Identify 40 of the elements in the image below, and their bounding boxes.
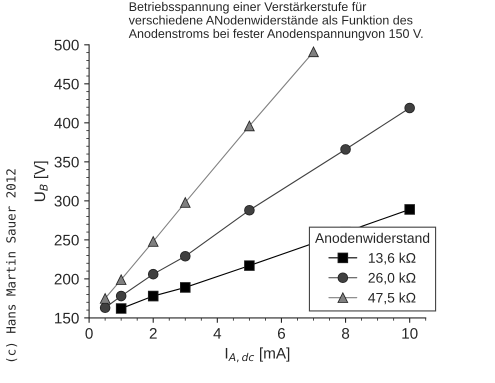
point xyxy=(180,197,191,208)
point xyxy=(180,282,191,293)
legend-label: 13,6 kΩ xyxy=(368,252,416,264)
legend-label: 47,5 kΩ xyxy=(368,292,416,304)
y-tick-label: 300 xyxy=(54,196,79,207)
y-tick-label: 250 xyxy=(54,234,79,246)
point xyxy=(244,204,255,216)
point xyxy=(116,274,126,285)
x-tick-label: 2 xyxy=(150,328,157,339)
chart-title: Betriebsspannung einer Verstärkerstufe für verschiedene ANodenwiderstände als Funktion des Anodenstroms bei fester Anodenspannungvon 150 V. xyxy=(128,2,422,40)
text: (c) Hans Martin Sauer 2012 xyxy=(6,169,18,362)
x-tick-label: 0 xyxy=(85,328,93,339)
point xyxy=(148,268,158,280)
y-tick-label: 450 xyxy=(54,78,79,90)
x-tick-label: 4 xyxy=(213,328,222,339)
point xyxy=(148,290,158,302)
point xyxy=(148,236,158,247)
point xyxy=(100,302,110,314)
x-tick-label: 10 xyxy=(402,328,418,339)
point xyxy=(180,250,191,262)
y-tick-label: 150 xyxy=(55,312,79,324)
point xyxy=(244,120,255,132)
point xyxy=(100,293,110,304)
legend-title: Anodenwiderstand xyxy=(315,232,430,243)
point xyxy=(404,102,415,114)
legend-label: 26,0 kΩ xyxy=(368,272,416,284)
x-tick-label: 6 xyxy=(278,328,286,339)
y-tick-label: 500 xyxy=(54,40,79,50)
y-tick-label: 400 xyxy=(54,118,79,129)
y-axis-title: U$_{B}$ [V] xyxy=(34,162,48,202)
x-tick-label: 8 xyxy=(342,328,350,339)
point xyxy=(404,204,415,215)
point xyxy=(308,46,319,58)
x-axis-title: I$_{A,dc}$ [mA] xyxy=(226,347,290,362)
point xyxy=(116,290,126,302)
point xyxy=(244,260,255,271)
y-tick-label: 350 xyxy=(54,156,79,168)
y-tick-label: 200 xyxy=(54,274,79,285)
point xyxy=(340,144,351,155)
point xyxy=(116,303,126,314)
